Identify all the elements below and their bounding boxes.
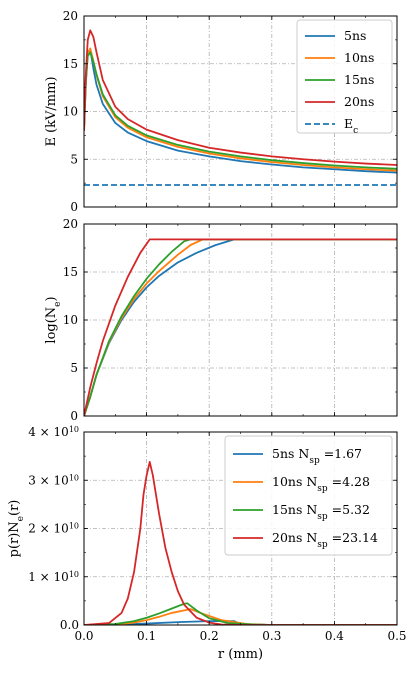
- series-line-20ns: [84, 461, 397, 625]
- panel-2: 0 5 10 15 20 log(Ne): [44, 217, 398, 423]
- series-line-15ns: [84, 602, 397, 625]
- x-tick-label: 0.1: [137, 629, 156, 643]
- x-tick-label: 0.5: [387, 629, 406, 643]
- y-tick-label: 15: [63, 265, 78, 279]
- y-tick-label: 10: [63, 105, 78, 119]
- y-tick-label: 0: [70, 409, 78, 423]
- x-tick-label: 0.3: [262, 629, 281, 643]
- x-tick-label: 0.2: [200, 629, 219, 643]
- y-tick-label: 20: [63, 217, 78, 231]
- y-tick-label: 2 × 1010: [28, 521, 79, 536]
- y-tick-label: 15: [63, 57, 78, 71]
- legend-label: Ec: [344, 116, 358, 136]
- x-tick-label: 0.0: [74, 629, 93, 643]
- y-tick-label: 5: [70, 152, 78, 166]
- legend-label: 15ns: [344, 72, 374, 87]
- legend-label: 5ns: [344, 28, 366, 43]
- legend-label: 20ns Nsp =23.14: [272, 530, 378, 550]
- series-line-5ns: [84, 238, 397, 416]
- legend-label: 15ns Nsp =5.32: [272, 502, 370, 522]
- legend-label: 20ns: [344, 94, 374, 109]
- y-tick-label: 0: [70, 200, 78, 214]
- legend: 5ns Nsp =1.67 10ns Nsp =4.28 15ns Nsp =5.3…: [224, 435, 393, 556]
- y-tick-label: 1 × 1010: [28, 569, 79, 584]
- panel-1: 0 5 10 15 20 E (kV/mm) 5ns 10ns 15ns 20ns Ec: [44, 9, 398, 214]
- series-line-15ns: [84, 51, 397, 170]
- y-tick-label: 5: [70, 361, 78, 375]
- series-line-15ns: [84, 238, 397, 416]
- series-line-20ns: [84, 29, 397, 166]
- legend-box: [224, 435, 393, 556]
- y-tick-label: 3 × 1010: [28, 473, 79, 488]
- y-tick-label: 4 × 1010: [28, 425, 79, 440]
- y-axis-label: E (kV/mm): [44, 76, 59, 146]
- series-line-10ns: [84, 47, 397, 172]
- y-axis-label: p(r)Ne(r): [7, 500, 26, 558]
- panel-3: 0.0 1 × 1010 2 × 1010 3 × 1010 4 × 1010 0.0 0.…: [7, 425, 407, 663]
- legend-label: 10ns Nsp =4.28: [272, 474, 370, 494]
- series-line-20ns: [84, 238, 397, 416]
- series-line-10ns: [84, 608, 397, 625]
- y-tick-label: 0.0: [60, 618, 79, 632]
- series-line-10ns: [84, 238, 397, 416]
- x-axis-label: r (mm): [218, 647, 263, 662]
- x-tick-label: 0.4: [325, 629, 344, 643]
- legend: 5ns 10ns 15ns 20ns Ec: [296, 19, 393, 136]
- legend-label: 5ns Nsp =1.67: [272, 446, 362, 466]
- legend-label: 10ns: [344, 50, 374, 65]
- y-tick-label: 20: [63, 9, 78, 23]
- y-axis-label: log(Ne): [44, 296, 63, 343]
- legend-box: [296, 19, 393, 134]
- y-tick-label: 10: [63, 313, 78, 327]
